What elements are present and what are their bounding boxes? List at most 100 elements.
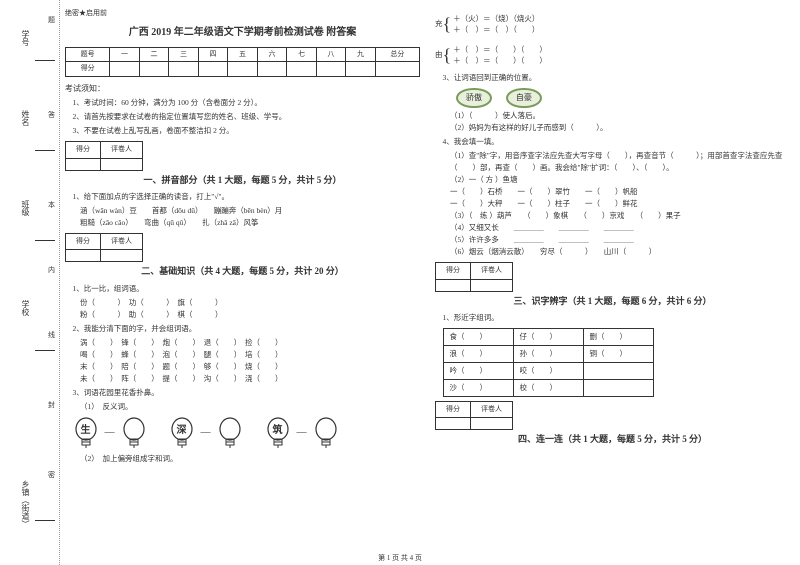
- char-cell: 铜（ ）: [583, 345, 653, 362]
- question-line: （3）（ 练 ）葫芦 （ ）象棋 （ ）京戏 （ ）果子: [450, 210, 790, 222]
- seal-char: 封: [48, 400, 55, 410]
- grade-cell: 得分: [66, 142, 101, 158]
- bulb-char: 深: [169, 423, 195, 439]
- char-cell: 吟（ ）: [443, 362, 513, 379]
- seal-char: 线: [48, 330, 55, 340]
- char-cell: [583, 379, 653, 396]
- margin-line: [35, 520, 55, 521]
- question-line: （1）查"除"字，用音序查字法应先查大写字母（ ），再查音节（ ）；用部首查字法…: [450, 150, 790, 174]
- dash-icon: [249, 425, 259, 441]
- seal-char: 本: [48, 200, 55, 210]
- brace-line: ＋（火）＝（烧）（烧火）: [453, 13, 539, 24]
- score-header: 三: [169, 48, 199, 62]
- grade-cell: 评卷人: [101, 142, 143, 158]
- score-header: 一: [110, 48, 140, 62]
- page-footer: 第 1 页 共 4 页: [0, 553, 800, 563]
- lightbulb-icon: [121, 417, 147, 449]
- word-oval: 自豪: [506, 88, 542, 109]
- question: 3、让词语回到正确的位置。: [443, 72, 791, 84]
- question-line: 粗糙（zāo cāo） 弯曲（qū qǔ） 扎（zhā zā）风筝: [80, 217, 420, 229]
- seal-char: 题: [48, 15, 55, 25]
- char-cell: 删（ ）: [583, 328, 653, 345]
- grade-cell: 评卷人: [471, 401, 513, 417]
- dash-icon: [153, 425, 163, 441]
- sub-question: （2） 加上偏旁组成字和词。: [80, 453, 420, 465]
- oval-row: 骄傲 自豪: [450, 86, 790, 111]
- brace-line: ＋（ ）＝（ ）（ ）: [453, 24, 539, 35]
- question: 1、比一比，组词语。: [73, 283, 421, 295]
- brace-left-char: 充: [435, 18, 443, 30]
- char-table: 食（ ）仔（ ）删（ ） 浪（ ）孙（ ）铜（ ） 吟（ ）咬（ ） 沙（ ）校…: [443, 328, 654, 397]
- question-line: 末（ ） 陪（ ） 题（ ） 够（ ） 烧（ ）: [80, 361, 420, 373]
- brace-line: ＋（ ）＝（ ）（ ）: [453, 55, 547, 66]
- question-line: 喝（ ） 蜂（ ） 泡（ ） 腿（ ） 培（ ）: [80, 349, 420, 361]
- brace-group: 充 { ＋（火）＝（烧）（烧火） ＋（ ）＝（ ）（ ）: [435, 10, 790, 39]
- seal-char: 答: [48, 110, 55, 120]
- page-content: 绝密★启用前 广西 2019 年二年级语文下学期考前检测试卷 附答案 题号 一 …: [65, 0, 795, 545]
- question: 2、我能分清下面的字，并会组词语。: [73, 323, 421, 335]
- char-cell: [583, 362, 653, 379]
- rules-heading: 考试须知：: [65, 83, 420, 96]
- bulb-char: 生: [73, 423, 99, 439]
- grade-cell: 得分: [436, 263, 471, 279]
- question-line: （1）（ ）使人落后。: [450, 110, 790, 122]
- char-cell: 食（ ）: [443, 328, 513, 345]
- rule-item: 1、考试时间：60 分钟，满分为 100 分（含卷面分 2 分）。: [65, 97, 420, 109]
- score-header: 六: [257, 48, 287, 62]
- grade-box: 得分评卷人: [435, 262, 513, 291]
- seal-char: 内: [48, 265, 55, 275]
- brace-icon: {: [443, 41, 452, 70]
- score-header: 八: [316, 48, 346, 62]
- dash-icon: —: [201, 425, 211, 441]
- brace-icon: {: [443, 10, 452, 39]
- question-line: （2）妈妈为有这样的好儿子而感到（ ）。: [450, 122, 790, 134]
- char-cell: 浪（ ）: [443, 345, 513, 362]
- score-header: 题号: [66, 48, 110, 62]
- lightbulb-icon: [217, 417, 243, 449]
- question-line: 一（ ）石桥 一（ ）翠竹 一（ ）帆船: [450, 186, 790, 198]
- margin-label: 学校: [20, 300, 31, 316]
- question-line: 粉（ ） 助（ ） 棋（ ）: [80, 309, 420, 321]
- lightbulb-icon: 深: [169, 417, 195, 449]
- score-header: 四: [198, 48, 228, 62]
- grade-cell: 得分: [436, 401, 471, 417]
- margin-line: [35, 150, 55, 151]
- question-line: 未（ ） 阵（ ） 提（ ） 沟（ ） 浇（ ）: [80, 373, 420, 385]
- bulb-char: 筑: [265, 423, 291, 439]
- dash-icon: —: [297, 425, 307, 441]
- score-header: 五: [228, 48, 258, 62]
- word-oval: 骄傲: [456, 88, 492, 109]
- score-header: 总分: [375, 48, 419, 62]
- grade-cell: 评卷人: [101, 233, 143, 249]
- margin-line: [35, 60, 55, 61]
- section-title-3: 三、识字辨字（共 1 大题，每题 6 分，共计 6 分）: [435, 294, 790, 308]
- dash-icon: —: [105, 425, 115, 441]
- margin-label: 学号: [20, 30, 31, 46]
- lightbulb-icon: 生: [73, 417, 99, 449]
- seal-char: 密: [48, 470, 55, 480]
- lightbulb-icon: 筑: [265, 417, 291, 449]
- grade-cell: 得分: [66, 233, 101, 249]
- question-line: （4）又细又长 ＿＿＿＿ ＿＿＿＿ ＿＿＿＿: [450, 222, 790, 234]
- margin-line: [35, 350, 55, 351]
- char-cell: 校（ ）: [513, 379, 583, 396]
- question: 1、形近字组词。: [443, 312, 791, 324]
- grade-box: 得分评卷人: [435, 401, 513, 430]
- score-header: 九: [346, 48, 376, 62]
- lightbulb-icon: [313, 417, 339, 449]
- sub-question: （1） 反义词。: [80, 401, 420, 413]
- question: 4、我会填一填。: [443, 136, 791, 148]
- section-title-4: 四、连一连（共 1 大题，每题 5 分，共计 5 分）: [435, 432, 790, 446]
- question-line: 份（ ） 功（ ） 旗（ ）: [80, 297, 420, 309]
- section-title-2: 二、基础知识（共 4 大题，每题 5 分，共计 20 分）: [65, 264, 420, 278]
- score-header: 二: [139, 48, 169, 62]
- margin-label: 姓名: [20, 110, 31, 126]
- grade-box: 得分评卷人: [65, 141, 143, 170]
- brace-line: ＋（ ）＝（ ）（ ）: [453, 44, 547, 55]
- exam-title: 广西 2019 年二年级语文下学期考前检测试卷 附答案: [65, 25, 420, 41]
- question: 1、给下面加点的字选择正确的读音，打上"√"。: [73, 191, 421, 203]
- margin-line: [35, 240, 55, 241]
- char-cell: 咬（ ）: [513, 362, 583, 379]
- binding-margin: 学号 姓名 班级 学校 乡镇（街道） 题 答 本 内 线 封 密: [0, 0, 60, 565]
- question-line: （6）烟云（烟消云散） 穷尽（ ） 山川（ ）: [450, 246, 790, 258]
